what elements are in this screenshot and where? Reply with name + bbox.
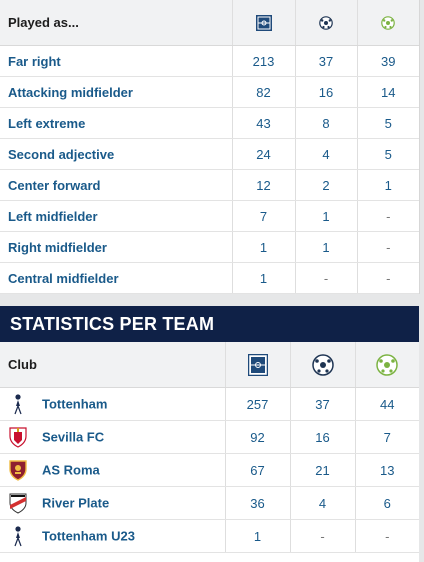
assists-value[interactable]: 1 — [356, 169, 419, 201]
assists-value: - — [354, 519, 419, 553]
sevilla-crest-icon — [8, 426, 28, 448]
appearances-value[interactable]: 257 — [224, 387, 290, 421]
assists-value[interactable]: 44 — [354, 387, 419, 421]
ball-icon — [289, 342, 355, 388]
positions-panel: Played as... Far right 213 37 39 Attacki… — [0, 0, 420, 294]
table-row: Tottenham U23 1 - - — [0, 519, 419, 553]
assists-value: - — [356, 231, 419, 263]
appearances-value[interactable]: 7 — [231, 200, 295, 232]
goals-value[interactable]: 2 — [294, 169, 357, 201]
assists-value[interactable]: 5 — [356, 107, 419, 139]
club-name[interactable]: River Plate — [42, 495, 110, 511]
assist-ball-icon — [356, 0, 419, 46]
position-name[interactable]: Far right — [0, 45, 232, 77]
goals-value[interactable]: 1 — [294, 231, 357, 263]
goals-value: - — [289, 519, 355, 553]
assists-value[interactable]: 7 — [354, 420, 419, 454]
appearances-value[interactable]: 1 — [231, 262, 295, 294]
position-name[interactable]: Second adjective — [0, 138, 232, 170]
position-name[interactable]: Right midfielder — [0, 231, 232, 263]
table-row: Right midfielder 1 1 - — [0, 231, 419, 263]
assist-ball-icon — [354, 342, 419, 388]
position-name[interactable]: Attacking midfielder — [0, 76, 232, 108]
table-row: Central midfielder 1 - - — [0, 262, 419, 294]
tottenham-crest-icon — [8, 525, 28, 547]
assists-value[interactable]: 13 — [354, 453, 419, 487]
assists-value[interactable]: 6 — [354, 486, 419, 520]
table-row: Left midfielder 7 1 - — [0, 200, 419, 232]
roma-crest-icon — [8, 459, 28, 481]
assists-value: - — [356, 262, 419, 294]
appearances-value[interactable]: 1 — [231, 231, 295, 263]
assists-value: - — [356, 200, 419, 232]
appearances-value[interactable]: 12 — [231, 169, 295, 201]
goals-value: - — [294, 262, 357, 294]
position-name[interactable]: Center forward — [0, 169, 232, 201]
appearances-value[interactable]: 67 — [224, 453, 290, 487]
pitch-icon — [224, 342, 290, 388]
position-name[interactable]: Central midfielder — [0, 262, 232, 294]
tottenham-crest-icon — [8, 393, 28, 415]
appearances-value[interactable]: 36 — [224, 486, 290, 520]
table-row: Second adjective 24 4 5 — [0, 138, 419, 170]
table-row: Attacking midfielder 82 16 14 — [0, 76, 419, 108]
ball-icon — [294, 0, 357, 46]
appearances-value[interactable]: 82 — [231, 76, 295, 108]
assists-value[interactable]: 39 — [356, 45, 419, 77]
goals-value[interactable]: 8 — [294, 107, 357, 139]
table-row: AS Roma 67 21 13 — [0, 453, 419, 487]
assists-value[interactable]: 5 — [356, 138, 419, 170]
positions-header-row: Played as... — [0, 0, 419, 46]
section-title-bar: STATISTICS PER TEAM — [0, 306, 419, 342]
appearances-value[interactable]: 24 — [231, 138, 295, 170]
club-name[interactable]: Tottenham U23 — [42, 528, 135, 544]
pitch-icon — [231, 0, 295, 46]
team-table: Club Tottenham 257 37 44 — [0, 342, 419, 553]
goals-value[interactable]: 37 — [289, 387, 355, 421]
section-title: STATISTICS PER TEAM — [10, 314, 215, 334]
appearances-value[interactable]: 43 — [231, 107, 295, 139]
assists-value[interactable]: 14 — [356, 76, 419, 108]
river-plate-crest-icon — [8, 492, 28, 514]
position-name[interactable]: Left midfielder — [0, 200, 232, 232]
played-as-label: Played as... — [0, 0, 232, 46]
position-name[interactable]: Left extreme — [0, 107, 232, 139]
club-name[interactable]: Tottenham — [42, 396, 108, 412]
positions-table: Played as... Far right 213 37 39 Attacki… — [0, 0, 419, 294]
goals-value[interactable]: 16 — [289, 420, 355, 454]
appearances-value[interactable]: 213 — [231, 45, 295, 77]
table-row: Far right 213 37 39 — [0, 45, 419, 77]
team-header-row: Club — [0, 342, 419, 388]
club-name[interactable]: Sevilla FC — [42, 429, 105, 445]
club-name[interactable]: AS Roma — [42, 462, 100, 478]
team-statistics-panel: Club Tottenham 257 37 44 — [0, 306, 419, 562]
table-row: Sevilla FC 92 16 7 — [0, 420, 419, 454]
goals-value[interactable]: 37 — [294, 45, 357, 77]
goals-value[interactable]: 4 — [294, 138, 357, 170]
goals-value[interactable]: 1 — [294, 200, 357, 232]
table-row: Left extreme 43 8 5 — [0, 107, 419, 139]
appearances-value[interactable]: 1 — [224, 519, 290, 553]
goals-value[interactable]: 4 — [289, 486, 355, 520]
club-label: Club — [0, 342, 225, 388]
goals-value[interactable]: 21 — [289, 453, 355, 487]
table-row: Tottenham 257 37 44 — [0, 387, 419, 421]
appearances-value[interactable]: 92 — [224, 420, 290, 454]
goals-value[interactable]: 16 — [294, 76, 357, 108]
table-row: River Plate 36 4 6 — [0, 486, 419, 520]
table-row: Center forward 12 2 1 — [0, 169, 419, 201]
